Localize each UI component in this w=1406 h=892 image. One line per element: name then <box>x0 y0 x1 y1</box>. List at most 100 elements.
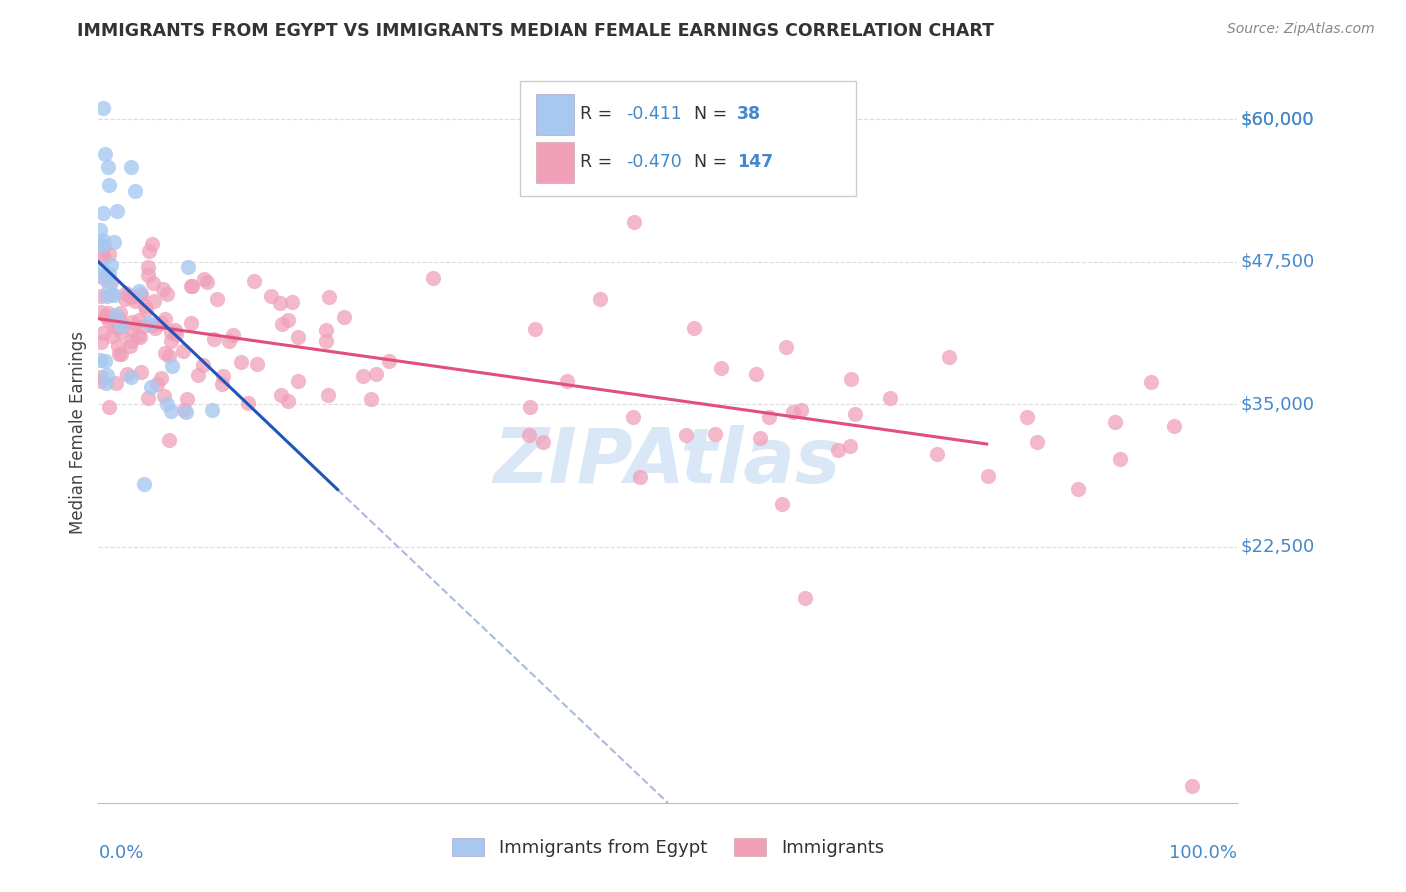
Point <box>89 236 111 251</box>
Point <box>156 287 179 301</box>
Point <box>157 433 180 447</box>
Point <box>287 330 309 344</box>
Point <box>193 359 215 373</box>
Point <box>202 333 225 347</box>
Point <box>120 290 142 304</box>
Text: IMMIGRANTS FROM EGYPT VS IMMIGRANTS MEDIAN FEMALE EARNINGS CORRELATION CHART: IMMIGRANTS FROM EGYPT VS IMMIGRANTS MEDI… <box>77 22 994 40</box>
Point <box>110 347 132 361</box>
Point <box>141 318 163 332</box>
Point <box>277 313 299 327</box>
Point <box>1025 435 1047 450</box>
Point <box>623 215 645 229</box>
Point <box>128 330 150 344</box>
Point <box>758 410 780 425</box>
Point <box>103 235 125 250</box>
Point <box>176 405 198 419</box>
Point <box>105 203 128 218</box>
Point <box>782 405 804 419</box>
Point <box>844 407 866 421</box>
FancyBboxPatch shape <box>536 142 575 183</box>
Point <box>128 313 150 327</box>
Text: $60,000: $60,000 <box>1240 111 1315 128</box>
Point <box>94 271 117 285</box>
Point <box>90 370 112 384</box>
Point <box>165 323 187 337</box>
Point <box>94 309 117 323</box>
Point <box>91 260 114 275</box>
Point <box>160 404 183 418</box>
Point <box>100 275 122 289</box>
Text: ZIPAtlas: ZIPAtlas <box>494 425 842 500</box>
Point <box>352 369 374 384</box>
Point <box>378 354 401 368</box>
Point <box>136 268 159 283</box>
Point <box>101 328 124 343</box>
Point <box>332 310 354 325</box>
Point <box>156 397 179 411</box>
Point <box>141 237 163 252</box>
Point <box>98 314 121 328</box>
Point <box>879 391 901 405</box>
Point <box>94 146 117 161</box>
Point <box>839 372 862 386</box>
Point <box>108 311 131 326</box>
Point <box>181 278 204 293</box>
FancyBboxPatch shape <box>536 94 575 135</box>
Point <box>134 299 156 313</box>
Point <box>153 389 176 403</box>
Text: R =: R = <box>581 153 617 171</box>
Text: $22,500: $22,500 <box>1240 538 1315 556</box>
Point <box>91 250 114 264</box>
Text: 147: 147 <box>737 153 773 171</box>
Point <box>91 206 114 220</box>
Point <box>114 292 136 306</box>
Point <box>187 368 209 382</box>
Point <box>129 365 152 379</box>
Point <box>745 367 768 381</box>
Point <box>105 376 128 390</box>
Point <box>91 326 114 340</box>
Point <box>1163 419 1185 434</box>
Point <box>315 323 337 337</box>
Point <box>90 334 112 349</box>
Point <box>150 370 173 384</box>
Y-axis label: Median Female Earnings: Median Female Earnings <box>69 331 87 534</box>
Point <box>246 358 269 372</box>
Point <box>94 309 117 323</box>
Point <box>94 354 117 368</box>
Point <box>259 288 281 302</box>
Point <box>211 377 233 392</box>
Point <box>97 267 120 281</box>
Point <box>682 321 704 335</box>
Point <box>93 239 115 253</box>
Point <box>104 320 127 334</box>
Point <box>195 275 218 289</box>
Point <box>129 287 152 301</box>
Point <box>142 276 165 290</box>
Point <box>827 442 849 457</box>
Point <box>124 289 146 303</box>
Point <box>115 368 138 382</box>
Point <box>270 387 292 401</box>
Point <box>96 289 118 303</box>
Legend: Immigrants from Egypt, Immigrants: Immigrants from Egypt, Immigrants <box>444 830 891 864</box>
Point <box>281 295 304 310</box>
Point <box>222 327 245 342</box>
Point <box>704 426 727 441</box>
Point <box>193 271 215 285</box>
Text: 0.0%: 0.0% <box>98 844 143 862</box>
Point <box>98 247 121 261</box>
Point <box>103 288 125 302</box>
Point <box>519 428 541 442</box>
Point <box>132 476 155 491</box>
Point <box>124 184 146 198</box>
Point <box>136 391 159 405</box>
Point <box>108 346 131 360</box>
Point <box>136 260 159 275</box>
Point <box>531 435 554 450</box>
Point <box>107 320 129 334</box>
Point <box>269 295 291 310</box>
Point <box>1015 409 1038 424</box>
Point <box>1108 452 1130 467</box>
Point <box>938 350 960 364</box>
